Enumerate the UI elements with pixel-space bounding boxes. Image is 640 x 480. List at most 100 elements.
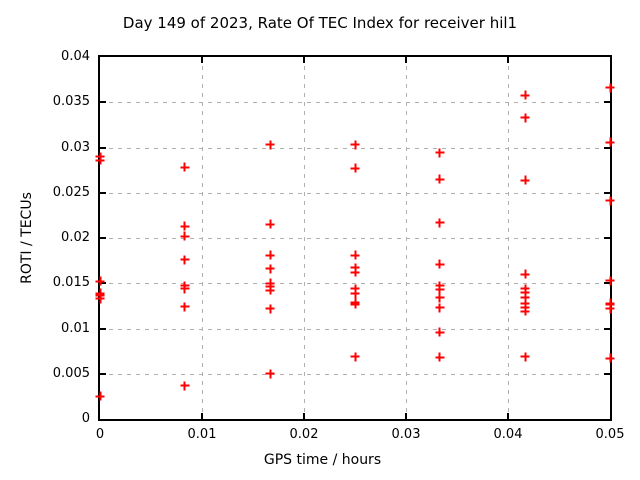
data-point-marker — [520, 287, 530, 297]
x-tick-label: 0 — [95, 427, 105, 442]
data-point-marker — [180, 255, 190, 265]
y-tick-label: 0.03 — [61, 139, 90, 155]
x-tick-label: 0.05 — [595, 427, 625, 442]
y-axis-tick — [604, 101, 610, 104]
gridline-vertical — [304, 57, 305, 419]
y-tick-label: 0.005 — [52, 365, 90, 381]
data-point-marker — [180, 221, 190, 231]
data-point-marker — [350, 352, 360, 362]
data-point-marker — [265, 285, 275, 295]
x-tick-label: 0.03 — [391, 427, 421, 442]
data-point-marker — [435, 352, 445, 362]
y-axis-tick — [100, 372, 106, 375]
data-point-marker — [520, 113, 530, 123]
x-axis-tick — [303, 413, 305, 419]
data-point-marker — [605, 137, 615, 147]
data-point-marker — [435, 303, 445, 313]
data-point-marker — [350, 140, 360, 150]
data-point-marker — [95, 155, 105, 165]
data-point-marker — [605, 196, 615, 206]
data-point-marker — [265, 304, 275, 314]
y-tick-label: 0.015 — [52, 275, 90, 291]
data-point-marker — [350, 284, 360, 294]
data-point-marker — [265, 219, 275, 229]
y-axis-tick — [604, 146, 610, 149]
gridline-vertical — [202, 57, 203, 419]
data-point-marker — [520, 293, 530, 303]
data-point-marker — [350, 163, 360, 173]
y-tick-label: 0.01 — [61, 320, 90, 336]
data-point-marker — [350, 263, 360, 273]
y-tick-label: 0 — [81, 411, 90, 426]
y-axis-tick — [100, 237, 106, 239]
data-point-marker — [435, 259, 445, 269]
gridline-horizontal — [100, 192, 610, 194]
y-axis-tick — [100, 146, 106, 149]
data-point-marker — [95, 391, 105, 401]
data-point-marker — [435, 285, 445, 295]
y-axis-tick — [100, 191, 106, 194]
data-point-marker — [265, 140, 275, 150]
data-point-marker — [95, 294, 105, 304]
y-axis-tick — [604, 191, 610, 194]
gridline-horizontal — [100, 283, 610, 285]
x-axis-tick — [507, 413, 509, 419]
data-point-marker — [520, 90, 530, 100]
x-axis-tick — [405, 413, 407, 419]
chart-title: Day 149 of 2023, Rate Of TEC Index for r… — [122, 14, 518, 32]
x-axis-label: GPS time / hours — [263, 452, 382, 468]
x-axis-tick — [201, 413, 203, 419]
y-axis-tick — [100, 101, 106, 104]
data-point-marker — [350, 267, 360, 277]
data-point-marker — [180, 162, 190, 172]
data-point-marker — [605, 304, 615, 314]
y-tick-label: 0.04 — [61, 49, 90, 64]
data-point-marker — [605, 83, 615, 93]
x-tick-label: 0.01 — [187, 427, 217, 442]
data-point-marker — [350, 250, 360, 260]
x-axis-tick — [303, 57, 305, 63]
data-point-marker — [435, 148, 445, 158]
data-point-marker — [350, 288, 360, 298]
y-axis-tick — [604, 327, 610, 330]
gridline-vertical — [406, 57, 407, 419]
data-point-marker — [435, 327, 445, 337]
plot-area — [95, 55, 615, 421]
y-tick-label: 0.02 — [61, 230, 90, 245]
y-axis-tick — [604, 282, 610, 285]
data-point-marker — [180, 302, 190, 312]
y-axis-tick — [604, 372, 610, 375]
gridline-horizontal — [100, 328, 610, 330]
data-point-marker — [435, 174, 445, 184]
data-point-marker — [520, 269, 530, 279]
data-point-marker — [605, 276, 615, 286]
gridline-horizontal — [100, 238, 610, 239]
data-point-marker — [520, 175, 530, 185]
data-point-marker — [265, 369, 275, 379]
data-point-marker — [605, 353, 615, 363]
x-tick-label: 0.04 — [493, 427, 523, 442]
x-axis-tick — [405, 57, 407, 63]
data-point-marker — [180, 381, 190, 390]
data-point-marker — [520, 306, 530, 316]
data-point-marker — [435, 293, 445, 303]
data-point-marker — [265, 264, 275, 274]
gridline-horizontal — [100, 373, 610, 375]
x-axis-tick — [507, 57, 509, 63]
data-point-marker — [180, 231, 190, 241]
y-tick-label: 0.035 — [52, 94, 90, 110]
gridline-horizontal — [100, 102, 610, 104]
data-point-marker — [520, 352, 530, 362]
data-point-marker — [435, 218, 445, 228]
data-point-marker — [180, 284, 190, 294]
y-axis-tick — [604, 237, 610, 239]
data-point-marker — [265, 250, 275, 260]
y-tick-label: 0.025 — [52, 184, 90, 200]
gridline-vertical — [508, 57, 509, 419]
x-axis-tick — [201, 57, 203, 63]
data-point-marker — [520, 298, 530, 308]
data-point-marker — [350, 299, 360, 309]
data-point-marker — [95, 276, 105, 286]
y-axis-tick — [100, 327, 106, 330]
